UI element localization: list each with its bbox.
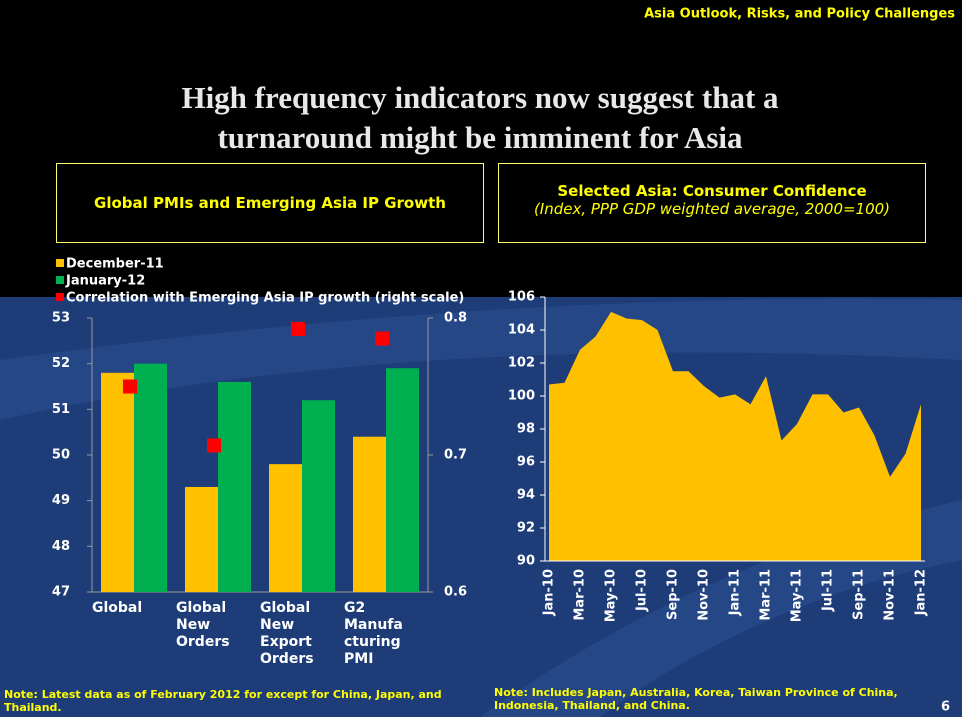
y2-tick-label: 0.8: [444, 311, 467, 326]
chart-title-box: Global PMIs and Emerging Asia IP Growth: [56, 163, 484, 243]
y-tick-label: 104: [508, 323, 535, 338]
area: [549, 311, 921, 561]
x-tick-label: May-10: [604, 569, 619, 622]
bar: [302, 400, 335, 592]
chart-title: Global PMIs and Emerging Asia IP Growth: [94, 194, 446, 212]
x-tick-label: G2 Manufacturing PMI: [344, 600, 403, 667]
legend-label: December-11: [66, 257, 164, 272]
y-tick-label: 106: [508, 290, 535, 305]
x-tick-label: Jul-11: [821, 569, 836, 612]
x-tick-label: Sep-11: [852, 569, 867, 620]
legend-label: January-12: [65, 274, 145, 289]
y-tick-label: 92: [517, 521, 535, 536]
y2-tick-label: 0.6: [444, 585, 467, 600]
bar: [101, 372, 134, 592]
x-tick-label: Global New Export Orders: [260, 600, 314, 667]
bar: [218, 381, 251, 592]
y-tick-label: 98: [517, 422, 535, 437]
y-tick-label: 50: [52, 448, 70, 463]
x-tick-label: Global: [92, 600, 143, 616]
legend-label: Correlation with Emerging Asia IP growth…: [66, 291, 464, 306]
y-tick-label: 94: [517, 488, 535, 503]
chart-title-box: Selected Asia: Consumer Confidence (Inde…: [498, 163, 926, 243]
y-tick-label: 51: [52, 402, 70, 417]
bar: [269, 464, 302, 592]
bar: [185, 486, 218, 592]
x-tick-label: Jan-11: [728, 569, 743, 616]
bar: [134, 363, 167, 592]
y-tick-label: 53: [52, 311, 70, 326]
legend-swatch: [56, 293, 64, 301]
legend-swatch: [56, 276, 64, 284]
y-tick-label: 52: [52, 356, 70, 371]
y-tick-label: 47: [52, 585, 70, 600]
x-tick-label: Jan-12: [914, 569, 929, 616]
y-tick-label: 49: [52, 493, 70, 508]
bar: [386, 368, 419, 592]
y-tick-label: 96: [517, 455, 535, 470]
marker: [207, 438, 221, 453]
note: Note: Latest data as of February 2012 fo…: [4, 688, 442, 714]
marker: [291, 321, 305, 336]
y-tick-label: 100: [508, 389, 535, 404]
marker: [375, 331, 389, 346]
x-tick-label: Mar-10: [573, 569, 588, 621]
bar: [353, 436, 386, 592]
x-tick-label: Global New Orders: [176, 600, 230, 650]
y-tick-label: 90: [517, 554, 535, 569]
x-tick-label: May-11: [790, 569, 805, 622]
x-tick-label: Jan-10: [542, 569, 557, 616]
note: Note: Includes Japan, Australia, Korea, …: [494, 686, 898, 712]
chart-title: Selected Asia: Consumer Confidence: [557, 182, 867, 200]
legend-swatch: [56, 259, 64, 267]
y2-tick-label: 0.7: [444, 448, 467, 463]
page-number: 6: [941, 700, 950, 715]
x-tick-label: Nov-11: [883, 569, 898, 621]
marker: [123, 379, 137, 394]
slide-title: High frequency indicators now suggest th…: [181, 80, 779, 155]
chart-subtitle: (Index, PPP GDP weighted average, 2000=1…: [533, 200, 891, 218]
x-tick-label: Sep-10: [666, 569, 681, 620]
x-tick-label: Mar-11: [759, 569, 774, 621]
decoration: [0, 298, 962, 420]
x-tick-label: Jul-10: [635, 569, 650, 612]
section-label: Asia Outlook, Risks, and Policy Challeng…: [644, 7, 955, 22]
y-tick-label: 102: [508, 356, 535, 371]
y-tick-label: 48: [52, 539, 70, 554]
x-tick-label: Nov-10: [697, 569, 712, 621]
